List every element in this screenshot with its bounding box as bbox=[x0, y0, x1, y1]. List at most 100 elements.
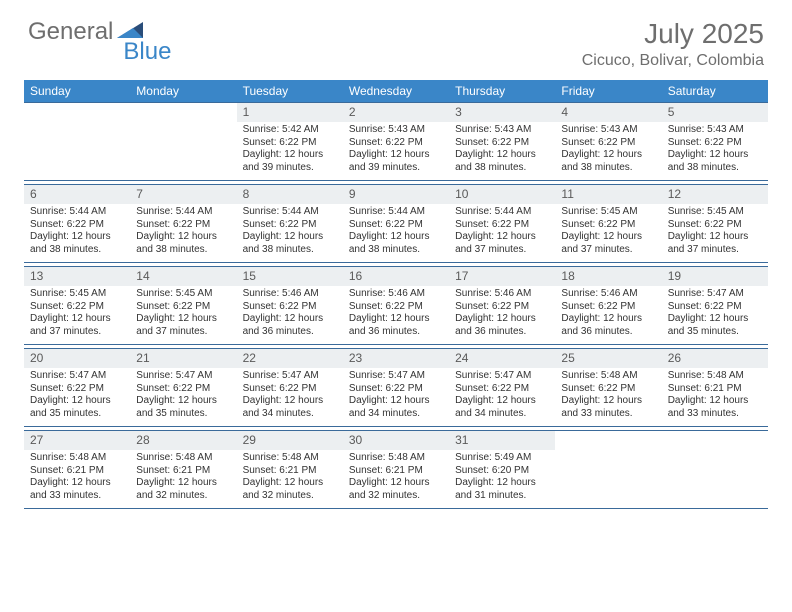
sunset-line: Sunset: 6:21 PM bbox=[30, 465, 124, 478]
day-cell bbox=[24, 103, 130, 180]
day-body: Sunrise: 5:48 AMSunset: 6:21 PMDaylight:… bbox=[24, 450, 130, 508]
sunset-line: Sunset: 6:22 PM bbox=[561, 219, 655, 232]
sunset-line: Sunset: 6:22 PM bbox=[349, 137, 443, 150]
sunrise-line: Sunrise: 5:48 AM bbox=[668, 370, 762, 383]
daylight-line: Daylight: 12 hours and 37 minutes. bbox=[30, 313, 124, 338]
daylight-line: Daylight: 12 hours and 33 minutes. bbox=[30, 477, 124, 502]
daylight-line: Daylight: 12 hours and 36 minutes. bbox=[349, 313, 443, 338]
day-body: Sunrise: 5:46 AMSunset: 6:22 PMDaylight:… bbox=[237, 286, 343, 344]
day-number: 6 bbox=[24, 185, 130, 204]
day-cell: 25Sunrise: 5:48 AMSunset: 6:22 PMDayligh… bbox=[555, 349, 661, 426]
sunrise-line: Sunrise: 5:43 AM bbox=[455, 124, 549, 137]
sunrise-line: Sunrise: 5:44 AM bbox=[136, 206, 230, 219]
day-number: 30 bbox=[343, 431, 449, 450]
daylight-line: Daylight: 12 hours and 38 minutes. bbox=[30, 231, 124, 256]
weekday-header-row: SundayMondayTuesdayWednesdayThursdayFrid… bbox=[24, 80, 768, 102]
sunrise-line: Sunrise: 5:47 AM bbox=[668, 288, 762, 301]
sunrise-line: Sunrise: 5:43 AM bbox=[349, 124, 443, 137]
day-number: 7 bbox=[130, 185, 236, 204]
daylight-line: Daylight: 12 hours and 38 minutes. bbox=[349, 231, 443, 256]
week-row: 1Sunrise: 5:42 AMSunset: 6:22 PMDaylight… bbox=[24, 102, 768, 181]
day-number: 22 bbox=[237, 349, 343, 368]
day-number: 2 bbox=[343, 103, 449, 122]
day-body: Sunrise: 5:48 AMSunset: 6:21 PMDaylight:… bbox=[662, 368, 768, 426]
logo-text-general: General bbox=[28, 18, 113, 46]
day-number: 14 bbox=[130, 267, 236, 286]
day-number: 18 bbox=[555, 267, 661, 286]
sunrise-line: Sunrise: 5:47 AM bbox=[455, 370, 549, 383]
sunrise-line: Sunrise: 5:48 AM bbox=[30, 452, 124, 465]
day-number: 11 bbox=[555, 185, 661, 204]
day-body: Sunrise: 5:47 AMSunset: 6:22 PMDaylight:… bbox=[24, 368, 130, 426]
sunrise-line: Sunrise: 5:44 AM bbox=[30, 206, 124, 219]
sunrise-line: Sunrise: 5:46 AM bbox=[455, 288, 549, 301]
sunset-line: Sunset: 6:22 PM bbox=[30, 219, 124, 232]
daylight-line: Daylight: 12 hours and 38 minutes. bbox=[561, 149, 655, 174]
day-number: 13 bbox=[24, 267, 130, 286]
sunset-line: Sunset: 6:22 PM bbox=[30, 383, 124, 396]
daylight-line: Daylight: 12 hours and 35 minutes. bbox=[668, 313, 762, 338]
daylight-line: Daylight: 12 hours and 33 minutes. bbox=[561, 395, 655, 420]
sunset-line: Sunset: 6:22 PM bbox=[455, 137, 549, 150]
day-number: 31 bbox=[449, 431, 555, 450]
sunrise-line: Sunrise: 5:48 AM bbox=[561, 370, 655, 383]
day-body: Sunrise: 5:48 AMSunset: 6:21 PMDaylight:… bbox=[343, 450, 449, 508]
day-body: Sunrise: 5:48 AMSunset: 6:21 PMDaylight:… bbox=[237, 450, 343, 508]
day-number: 27 bbox=[24, 431, 130, 450]
week-row: 20Sunrise: 5:47 AMSunset: 6:22 PMDayligh… bbox=[24, 348, 768, 427]
day-cell: 19Sunrise: 5:47 AMSunset: 6:22 PMDayligh… bbox=[662, 267, 768, 344]
sunrise-line: Sunrise: 5:47 AM bbox=[243, 370, 337, 383]
daylight-line: Daylight: 12 hours and 36 minutes. bbox=[243, 313, 337, 338]
weekday-cell: Sunday bbox=[24, 80, 130, 102]
day-number: 23 bbox=[343, 349, 449, 368]
daylight-line: Daylight: 12 hours and 38 minutes. bbox=[136, 231, 230, 256]
day-number: 5 bbox=[662, 103, 768, 122]
sunrise-line: Sunrise: 5:46 AM bbox=[349, 288, 443, 301]
day-body: Sunrise: 5:48 AMSunset: 6:21 PMDaylight:… bbox=[130, 450, 236, 508]
day-body: Sunrise: 5:44 AMSunset: 6:22 PMDaylight:… bbox=[237, 204, 343, 262]
daylight-line: Daylight: 12 hours and 31 minutes. bbox=[455, 477, 549, 502]
sunset-line: Sunset: 6:22 PM bbox=[561, 137, 655, 150]
sunset-line: Sunset: 6:22 PM bbox=[243, 383, 337, 396]
sunrise-line: Sunrise: 5:46 AM bbox=[243, 288, 337, 301]
sunrise-line: Sunrise: 5:47 AM bbox=[349, 370, 443, 383]
daylight-line: Daylight: 12 hours and 37 minutes. bbox=[668, 231, 762, 256]
day-body: Sunrise: 5:44 AMSunset: 6:22 PMDaylight:… bbox=[130, 204, 236, 262]
day-body: Sunrise: 5:45 AMSunset: 6:22 PMDaylight:… bbox=[662, 204, 768, 262]
daylight-line: Daylight: 12 hours and 32 minutes. bbox=[136, 477, 230, 502]
day-body: Sunrise: 5:44 AMSunset: 6:22 PMDaylight:… bbox=[449, 204, 555, 262]
sunset-line: Sunset: 6:22 PM bbox=[668, 137, 762, 150]
sunrise-line: Sunrise: 5:44 AM bbox=[243, 206, 337, 219]
sunset-line: Sunset: 6:22 PM bbox=[30, 301, 124, 314]
daylight-line: Daylight: 12 hours and 38 minutes. bbox=[455, 149, 549, 174]
day-body: Sunrise: 5:43 AMSunset: 6:22 PMDaylight:… bbox=[343, 122, 449, 180]
day-body: Sunrise: 5:47 AMSunset: 6:22 PMDaylight:… bbox=[237, 368, 343, 426]
day-body: Sunrise: 5:45 AMSunset: 6:22 PMDaylight:… bbox=[555, 204, 661, 262]
day-body: Sunrise: 5:44 AMSunset: 6:22 PMDaylight:… bbox=[343, 204, 449, 262]
daylight-line: Daylight: 12 hours and 37 minutes. bbox=[136, 313, 230, 338]
sunset-line: Sunset: 6:22 PM bbox=[136, 301, 230, 314]
day-body: Sunrise: 5:43 AMSunset: 6:22 PMDaylight:… bbox=[662, 122, 768, 180]
logo-text-blue: Blue bbox=[123, 38, 171, 66]
day-cell: 12Sunrise: 5:45 AMSunset: 6:22 PMDayligh… bbox=[662, 185, 768, 262]
sunrise-line: Sunrise: 5:48 AM bbox=[349, 452, 443, 465]
daylight-line: Daylight: 12 hours and 35 minutes. bbox=[30, 395, 124, 420]
day-number: 20 bbox=[24, 349, 130, 368]
daylight-line: Daylight: 12 hours and 36 minutes. bbox=[561, 313, 655, 338]
day-cell bbox=[130, 103, 236, 180]
day-cell: 1Sunrise: 5:42 AMSunset: 6:22 PMDaylight… bbox=[237, 103, 343, 180]
sunset-line: Sunset: 6:21 PM bbox=[243, 465, 337, 478]
day-number: 24 bbox=[449, 349, 555, 368]
sunset-line: Sunset: 6:22 PM bbox=[136, 219, 230, 232]
sunset-line: Sunset: 6:21 PM bbox=[349, 465, 443, 478]
day-number: 29 bbox=[237, 431, 343, 450]
day-body: Sunrise: 5:46 AMSunset: 6:22 PMDaylight:… bbox=[555, 286, 661, 344]
title-block: July 2025 Cicuco, Bolivar, Colombia bbox=[582, 18, 764, 70]
day-body: Sunrise: 5:49 AMSunset: 6:20 PMDaylight:… bbox=[449, 450, 555, 508]
day-cell: 7Sunrise: 5:44 AMSunset: 6:22 PMDaylight… bbox=[130, 185, 236, 262]
sunset-line: Sunset: 6:22 PM bbox=[668, 219, 762, 232]
sunset-line: Sunset: 6:22 PM bbox=[243, 137, 337, 150]
day-body: Sunrise: 5:46 AMSunset: 6:22 PMDaylight:… bbox=[343, 286, 449, 344]
day-cell: 3Sunrise: 5:43 AMSunset: 6:22 PMDaylight… bbox=[449, 103, 555, 180]
day-cell bbox=[662, 431, 768, 508]
